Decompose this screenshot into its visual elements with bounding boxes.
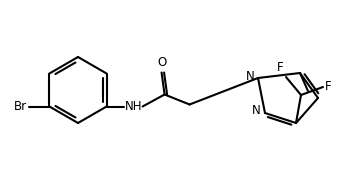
Text: N: N: [246, 70, 255, 83]
Text: Br: Br: [14, 100, 28, 113]
Text: O: O: [157, 55, 166, 68]
Text: F: F: [277, 61, 284, 74]
Text: N: N: [252, 104, 261, 117]
Text: NH: NH: [125, 100, 142, 113]
Text: F: F: [325, 81, 332, 94]
